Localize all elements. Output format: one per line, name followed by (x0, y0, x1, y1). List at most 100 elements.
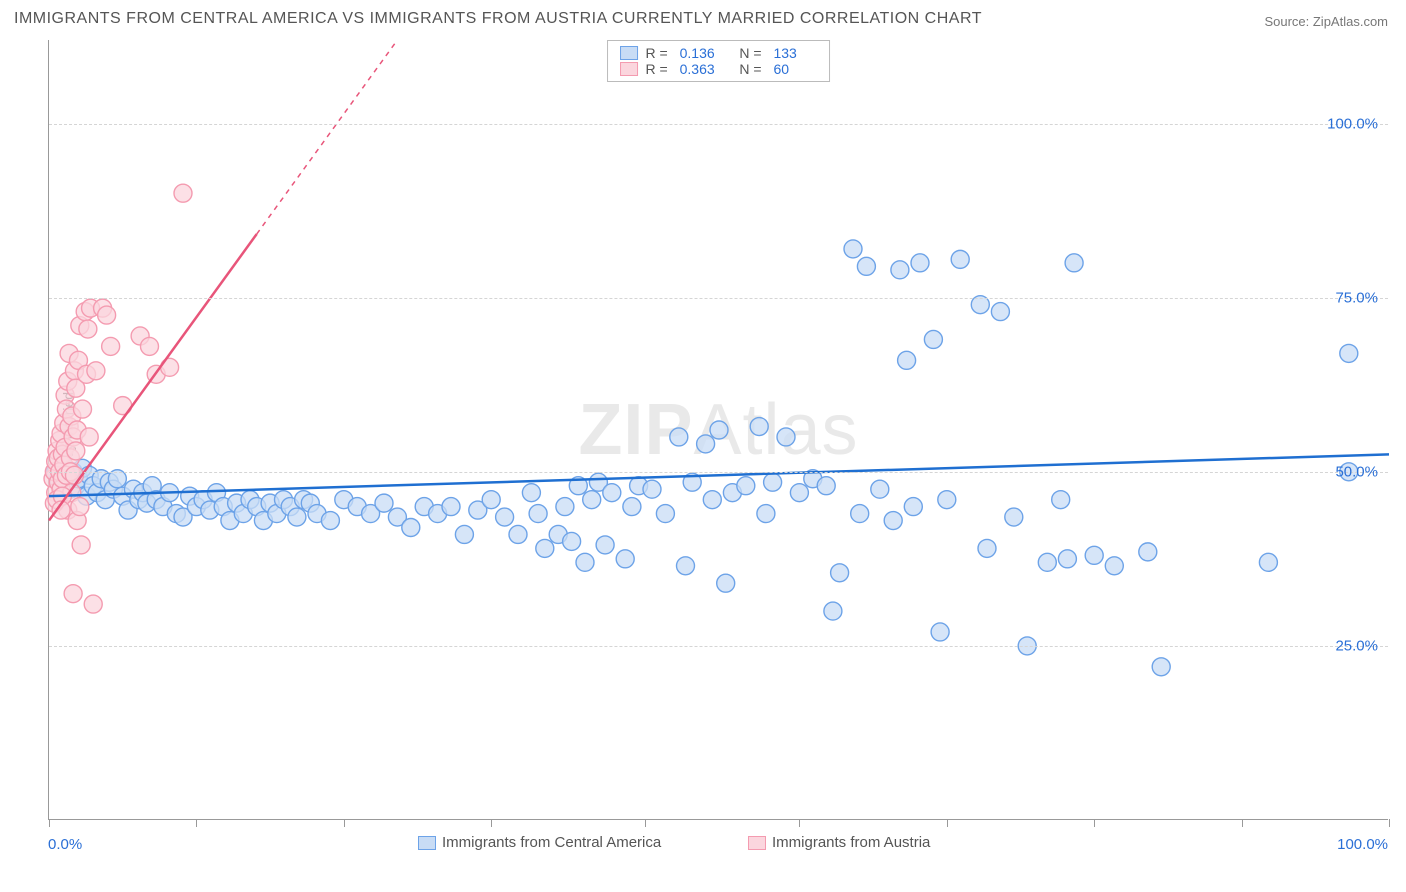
scatter-point (455, 525, 473, 543)
scatter-point (1139, 543, 1157, 561)
series-legend-item: Immigrants from Austria (748, 834, 930, 851)
gridline (49, 472, 1388, 473)
legend-r-label: R = (646, 61, 672, 77)
scatter-point (603, 484, 621, 502)
correlation-legend: R = 0.136 N = 133R = 0.363 N = 60 (607, 40, 831, 82)
scatter-point (79, 320, 97, 338)
scatter-point (1065, 254, 1083, 272)
legend-series-label: Immigrants from Central America (442, 834, 661, 851)
trend-line (49, 454, 1389, 496)
scatter-point (677, 557, 695, 575)
x-tick (196, 819, 197, 827)
legend-r-value: 0.136 (680, 45, 724, 61)
y-tick-label: 50.0% (1335, 463, 1378, 480)
scatter-point (938, 491, 956, 509)
scatter-point (288, 508, 306, 526)
scatter-point (1058, 550, 1076, 568)
x-tick (1242, 819, 1243, 827)
y-tick-label: 100.0% (1327, 115, 1378, 132)
scatter-point (80, 428, 98, 446)
x-tick (645, 819, 646, 827)
legend-swatch (418, 836, 436, 850)
scatter-point (697, 435, 715, 453)
scatter-point (857, 257, 875, 275)
scatter-point (898, 351, 916, 369)
scatter-point (831, 564, 849, 582)
scatter-point (703, 491, 721, 509)
x-axis-max-label: 100.0% (1337, 836, 1388, 853)
scatter-point (750, 418, 768, 436)
scatter-point (1340, 344, 1358, 362)
scatter-point (824, 602, 842, 620)
scatter-point (72, 536, 90, 554)
scatter-point (931, 623, 949, 641)
legend-n-value: 60 (773, 61, 817, 77)
plot-svg (49, 40, 1388, 819)
scatter-point (710, 421, 728, 439)
scatter-point (482, 491, 500, 509)
scatter-point (1105, 557, 1123, 575)
scatter-point (563, 532, 581, 550)
legend-series-label: Immigrants from Austria (772, 834, 930, 851)
chart-container: IMMIGRANTS FROM CENTRAL AMERICA VS IMMIG… (0, 0, 1406, 892)
legend-row: R = 0.136 N = 133 (620, 45, 818, 61)
scatter-point (1152, 658, 1170, 676)
scatter-point (402, 519, 420, 537)
series-legend-item: Immigrants from Central America (418, 834, 661, 851)
scatter-point (851, 505, 869, 523)
scatter-point (496, 508, 514, 526)
scatter-point (583, 491, 601, 509)
scatter-point (978, 539, 996, 557)
scatter-point (1259, 553, 1277, 571)
scatter-point (623, 498, 641, 516)
y-tick-label: 25.0% (1335, 637, 1378, 654)
scatter-point (529, 505, 547, 523)
y-tick-label: 75.0% (1335, 289, 1378, 306)
source-attribution: Source: ZipAtlas.com (1264, 14, 1388, 29)
scatter-point (442, 498, 460, 516)
legend-n-label: N = (732, 45, 766, 61)
scatter-point (556, 498, 574, 516)
scatter-point (1005, 508, 1023, 526)
x-tick (491, 819, 492, 827)
scatter-point (891, 261, 909, 279)
scatter-point (844, 240, 862, 258)
scatter-point (576, 553, 594, 571)
scatter-point (757, 505, 775, 523)
scatter-point (174, 184, 192, 202)
x-tick (1389, 819, 1390, 827)
scatter-point (884, 512, 902, 530)
legend-row: R = 0.363 N = 60 (620, 61, 818, 77)
x-tick (1094, 819, 1095, 827)
scatter-point (375, 494, 393, 512)
scatter-point (87, 362, 105, 380)
scatter-point (536, 539, 554, 557)
x-tick (49, 819, 50, 827)
scatter-point (717, 574, 735, 592)
scatter-point (1052, 491, 1070, 509)
trend-line-dashed (257, 40, 398, 234)
scatter-point (817, 477, 835, 495)
x-tick (947, 819, 948, 827)
scatter-point (911, 254, 929, 272)
scatter-point (924, 330, 942, 348)
scatter-point (764, 473, 782, 491)
scatter-point (509, 525, 527, 543)
legend-swatch (620, 46, 638, 60)
x-axis-min-label: 0.0% (48, 836, 82, 853)
legend-n-label: N = (732, 61, 766, 77)
scatter-point (951, 250, 969, 268)
scatter-point (643, 480, 661, 498)
scatter-point (321, 512, 339, 530)
scatter-point (596, 536, 614, 554)
chart-title: IMMIGRANTS FROM CENTRAL AMERICA VS IMMIG… (14, 10, 982, 28)
legend-r-label: R = (646, 45, 672, 61)
legend-r-value: 0.363 (680, 61, 724, 77)
scatter-point (904, 498, 922, 516)
scatter-point (790, 484, 808, 502)
scatter-point (871, 480, 889, 498)
scatter-point (656, 505, 674, 523)
gridline (49, 124, 1388, 125)
x-tick (799, 819, 800, 827)
plot-area: ZIPAtlas R = 0.136 N = 133R = 0.363 N = … (48, 40, 1388, 820)
